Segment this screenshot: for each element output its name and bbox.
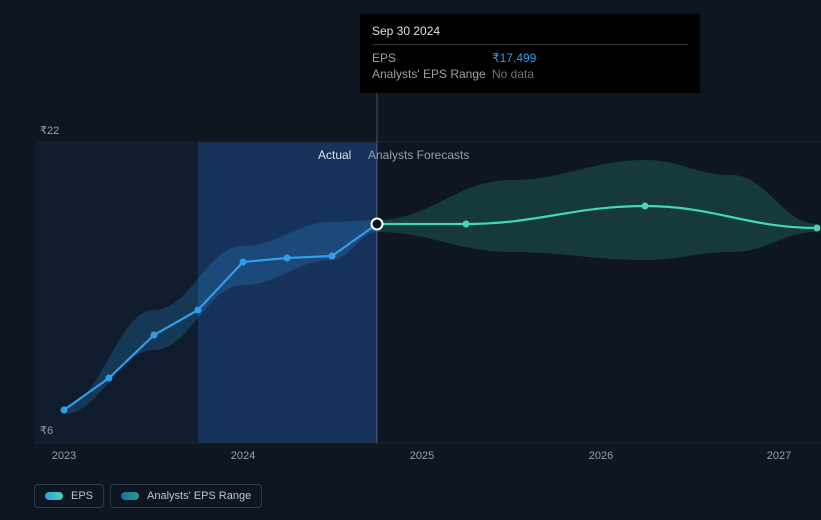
legend-swatch-eps xyxy=(45,492,63,500)
tooltip-row-eps: EPS ₹17.499 xyxy=(372,51,688,65)
legend-label-eps: EPS xyxy=(71,490,93,502)
svg-text:2025: 2025 xyxy=(410,450,434,462)
svg-text:₹22: ₹22 xyxy=(40,125,59,137)
tooltip-date: Sep 30 2024 xyxy=(372,24,688,45)
section-label-forecast: Analysts Forecasts xyxy=(368,148,469,162)
chart-tooltip: Sep 30 2024 EPS ₹17.499 Analysts' EPS Ra… xyxy=(360,14,700,93)
tooltip-label-eps: EPS xyxy=(372,51,492,65)
legend-item-eps[interactable]: EPS xyxy=(34,484,104,508)
svg-text:2023: 2023 xyxy=(52,450,76,462)
section-label-actual: Actual xyxy=(318,148,351,162)
svg-text:₹6: ₹6 xyxy=(40,425,53,437)
legend-label-range: Analysts' EPS Range xyxy=(147,490,251,502)
legend-item-range[interactable]: Analysts' EPS Range xyxy=(110,484,262,508)
eps-chart: Sep 30 2024 EPS ₹17.499 Analysts' EPS Ra… xyxy=(17,0,804,520)
svg-text:2024: 2024 xyxy=(231,450,255,462)
tooltip-row-range: Analysts' EPS Range No data xyxy=(372,67,688,81)
tooltip-label-range: Analysts' EPS Range xyxy=(372,67,492,81)
tooltip-value-eps: ₹17.499 xyxy=(492,51,536,65)
svg-text:2026: 2026 xyxy=(589,450,613,462)
legend-swatch-range xyxy=(121,492,139,500)
tooltip-value-range: No data xyxy=(492,67,534,81)
svg-text:2027: 2027 xyxy=(767,450,791,462)
chart-legend: EPS Analysts' EPS Range xyxy=(34,484,262,508)
